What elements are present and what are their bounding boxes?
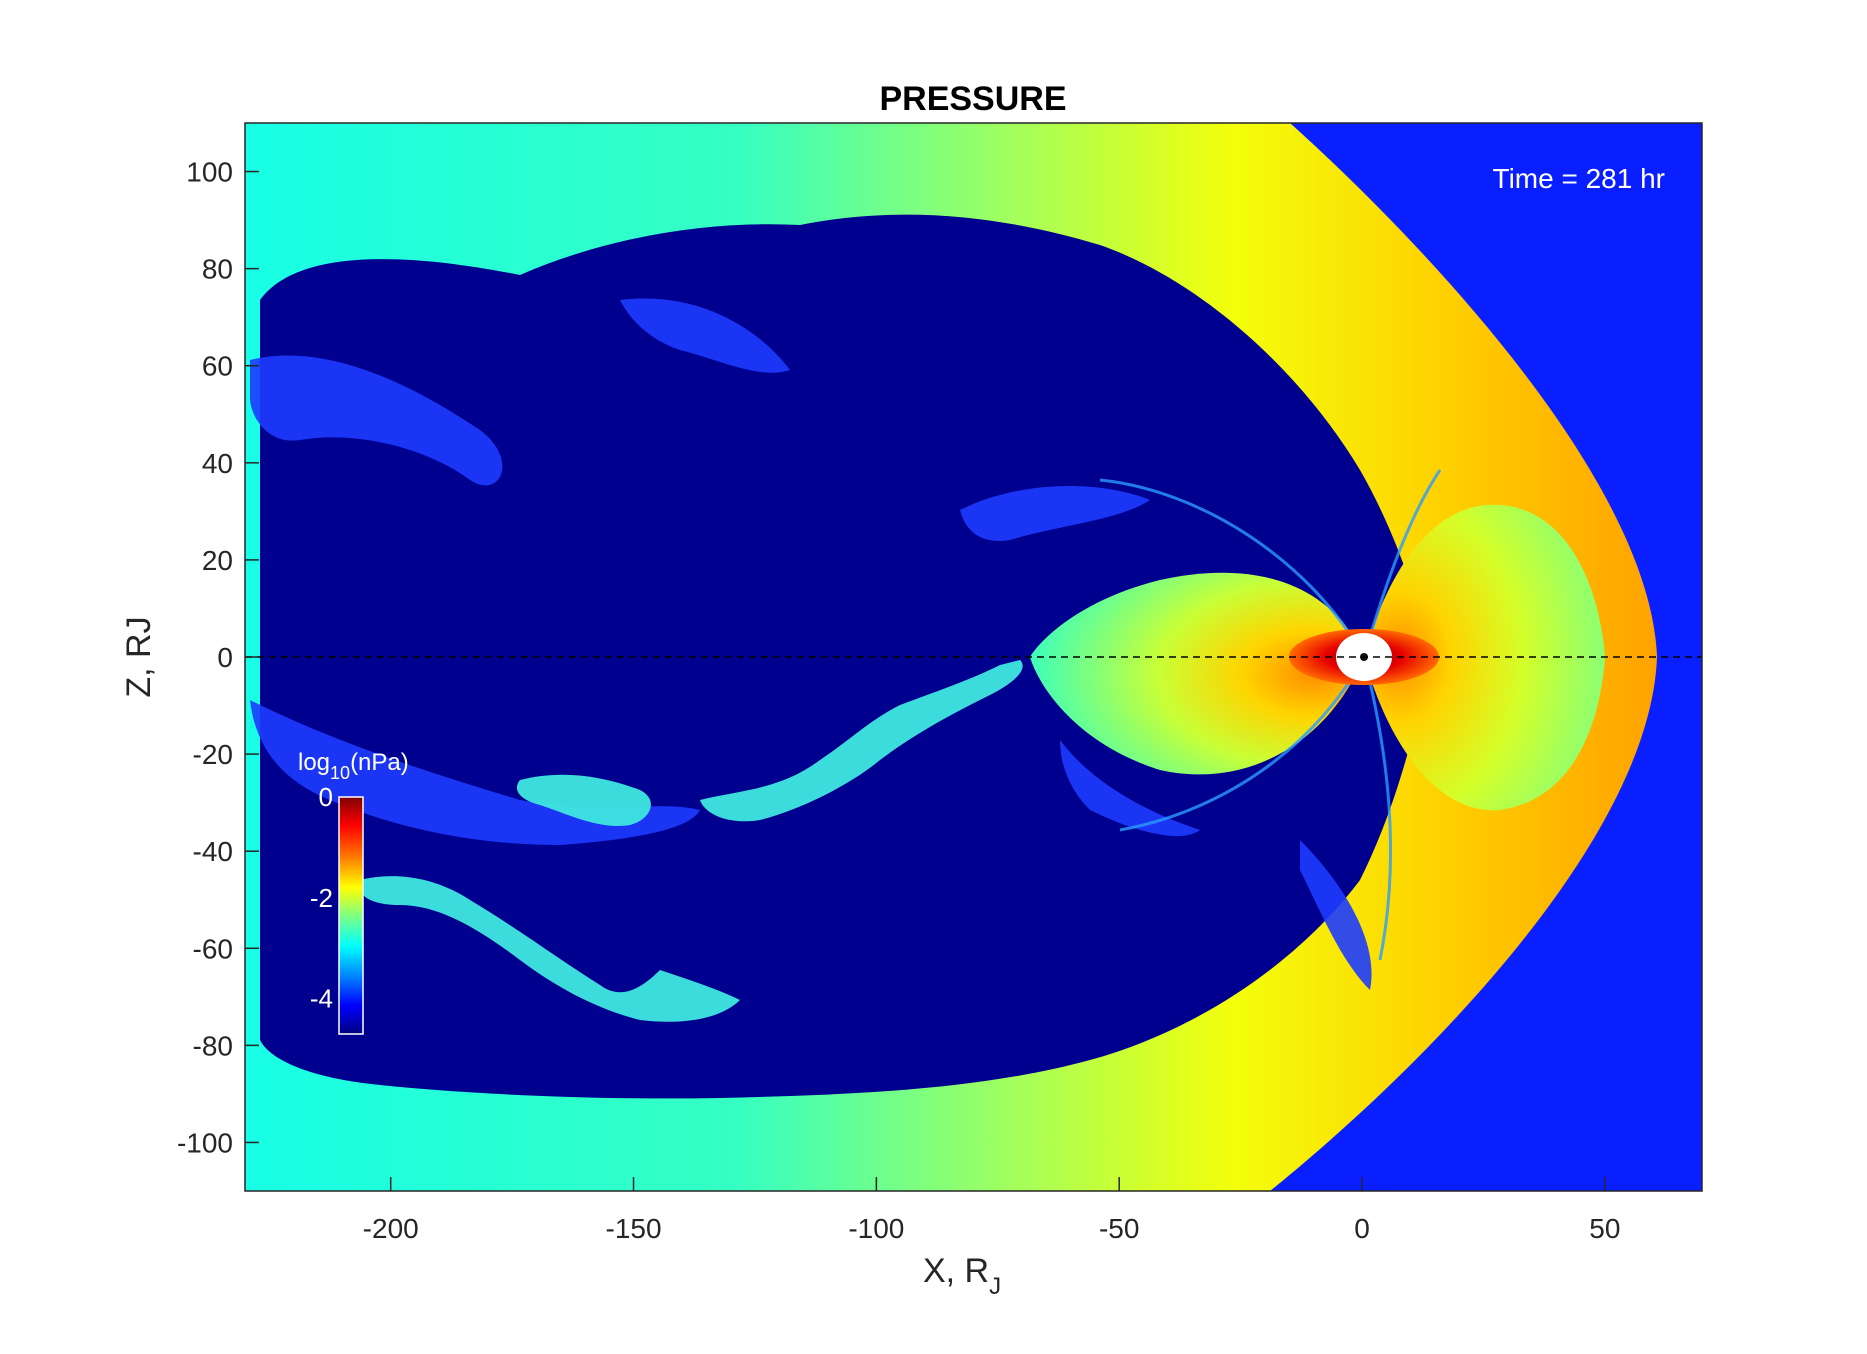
colorbar-tick-label: -4: [310, 984, 333, 1014]
pressure-field: [245, 123, 1702, 1191]
x-tick-label: -150: [606, 1213, 662, 1244]
x-axis-label-subscript: J: [989, 1273, 1001, 1300]
x-axis-label: X, RJ: [923, 1252, 1001, 1300]
x-tick-label: -100: [848, 1213, 904, 1244]
inner-loop-left: [1030, 572, 1364, 775]
y-tick-label: 40: [202, 448, 233, 479]
x-tick-label: -50: [1099, 1213, 1139, 1244]
tail-filaments-bright: [359, 660, 1023, 1022]
cusp-field-lines: [1099, 469, 1442, 961]
y-tick-label: 20: [202, 545, 233, 576]
y-tick-label: -20: [193, 739, 233, 770]
y-tick-label: 100: [186, 157, 233, 188]
colorbar-label-subscript: 10: [330, 763, 350, 783]
y-tick-label: -40: [193, 836, 233, 867]
x-tick-label: 50: [1589, 1213, 1620, 1244]
y-axis-ticks: 100 80 60 40 20 0 -20 -40 -60 -80 -100: [177, 157, 259, 1158]
colorbar: log10(nPa) 0 -2 -4: [298, 749, 409, 1035]
y-tick-label: 60: [202, 351, 233, 382]
y-tick-label: -100: [177, 1127, 233, 1158]
x-tick-label: -200: [363, 1213, 419, 1244]
colorbar-label: log10(nPa): [298, 749, 409, 783]
y-tick-label: -80: [193, 1030, 233, 1061]
y-tick-label: 0: [217, 642, 233, 673]
chart-title: PRESSURE: [879, 80, 1066, 118]
colorbar-tick-label: -2: [310, 883, 333, 913]
x-axis-ticks: -200 -150 -100 -50 0 50: [363, 1177, 1620, 1244]
y-tick-label: -60: [193, 933, 233, 964]
time-annotation: Time = 281 hr: [1493, 163, 1665, 194]
colorbar-gradient: [338, 796, 364, 1035]
x-tick-label: 0: [1354, 1213, 1370, 1244]
colorbar-ticks: 0 -2 -4: [310, 782, 333, 1014]
y-axis-label: Z, RJ: [120, 616, 158, 697]
y-tick-label: 80: [202, 254, 233, 285]
colorbar-tick-label: 0: [319, 782, 333, 812]
